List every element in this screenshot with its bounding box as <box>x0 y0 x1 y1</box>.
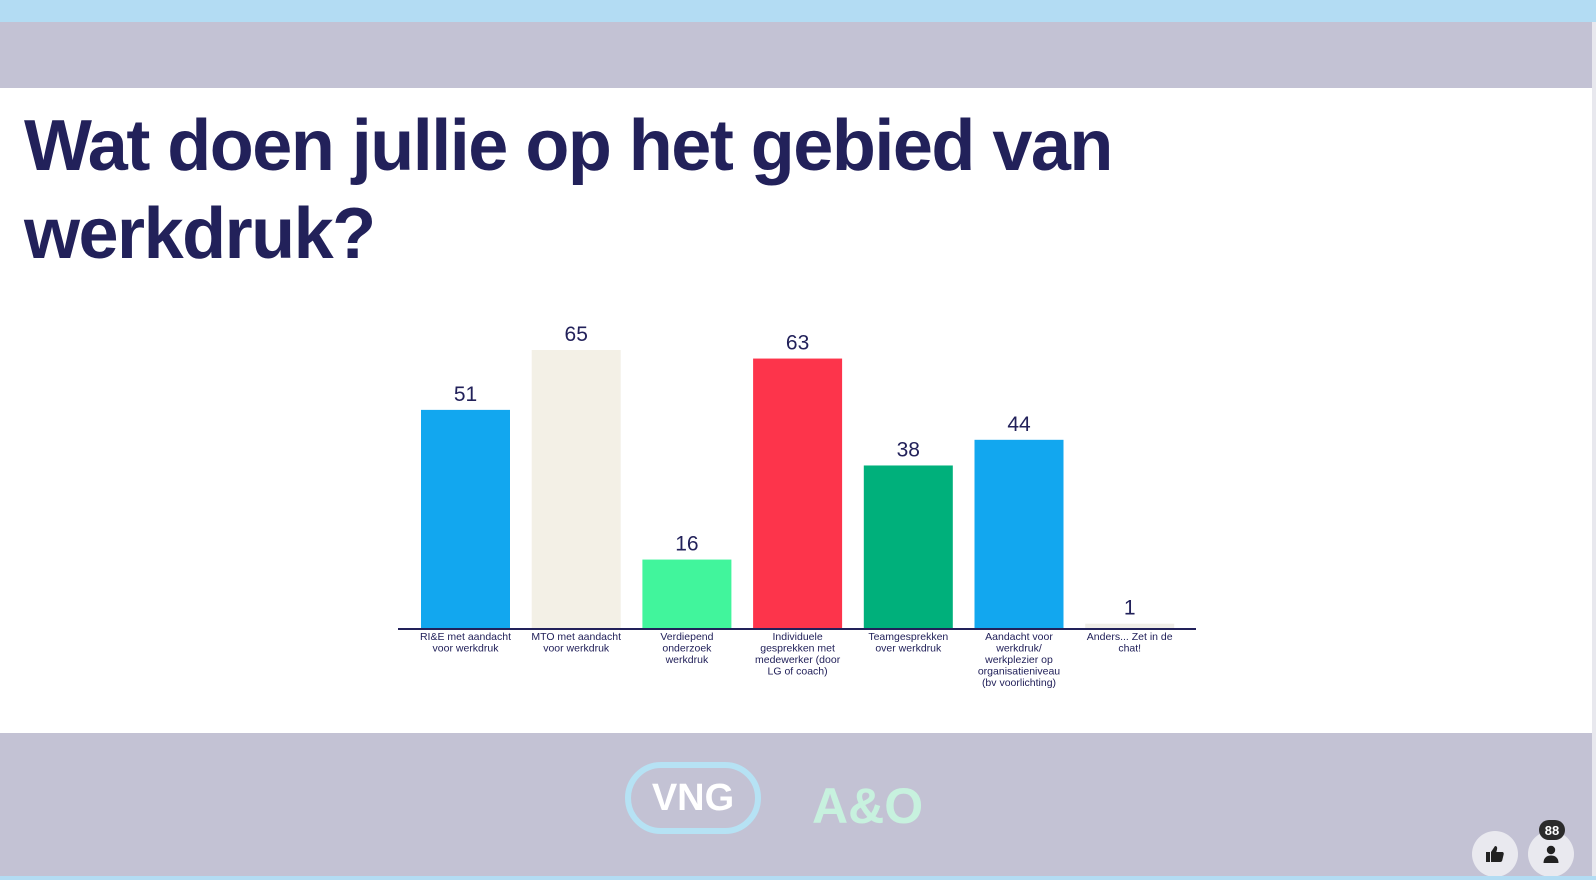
bar-6 <box>974 439 1064 628</box>
like-button[interactable] <box>1472 831 1518 877</box>
bar-2 <box>531 350 621 628</box>
bar-7 <box>1085 623 1175 628</box>
vng-logo: VNG <box>625 762 761 834</box>
bar-3 <box>642 559 732 628</box>
svg-text:A&O: A&O <box>812 778 923 834</box>
header-band <box>0 22 1596 88</box>
ao-logo: A&O <box>812 778 923 834</box>
category-label-6: Aandacht voor werkdruk/werkplezier op orga… <box>978 631 1060 689</box>
category-label-3: Verdiepend onderzoek werkdruk <box>660 631 713 666</box>
category-label-2: MTO met aandacht voor werkdruk <box>531 631 621 655</box>
slide-title: Wat doen jullie op het gebied van werkdr… <box>24 106 1113 274</box>
bar-value-label-6: 44 <box>1007 413 1031 436</box>
bar-1 <box>421 409 510 628</box>
participants-button[interactable] <box>1528 831 1574 877</box>
category-label-7: Anders... Zet in de chat! <box>1087 631 1173 655</box>
person-icon <box>1543 845 1559 863</box>
category-label-5: Teamgesprekken over werkdruk <box>868 631 948 655</box>
bottom-strip <box>0 876 1596 880</box>
right-edge <box>1592 22 1596 876</box>
participant-count-badge: 88 <box>1539 820 1565 840</box>
slide: Wat doen jullie op het gebied van werkdr… <box>0 88 1596 733</box>
bar-value-label-1: 51 <box>454 383 477 406</box>
bar-chart: 51 RI&E met aandacht voor werkdruk 65 MTO me… <box>398 323 1196 689</box>
bar-value-label-4: 63 <box>786 332 809 355</box>
svg-text:VNG: VNG <box>652 777 734 819</box>
bar-value-label-7: 1 <box>1124 597 1136 620</box>
bar-5 <box>863 465 953 628</box>
category-label-1: RI&E met aandacht voor werkdruk <box>420 631 511 655</box>
bar-value-label-5: 38 <box>897 438 920 461</box>
bar-value-label-3: 16 <box>675 533 698 556</box>
bar-4 <box>753 358 843 628</box>
thumbs-up-icon <box>1486 846 1504 862</box>
category-label-4: Individuele gesprekken met medewerker (doo… <box>755 631 841 678</box>
top-strip <box>0 0 1596 22</box>
bar-value-label-2: 65 <box>565 323 588 346</box>
footer-band: VNG A&O <box>0 733 1596 877</box>
